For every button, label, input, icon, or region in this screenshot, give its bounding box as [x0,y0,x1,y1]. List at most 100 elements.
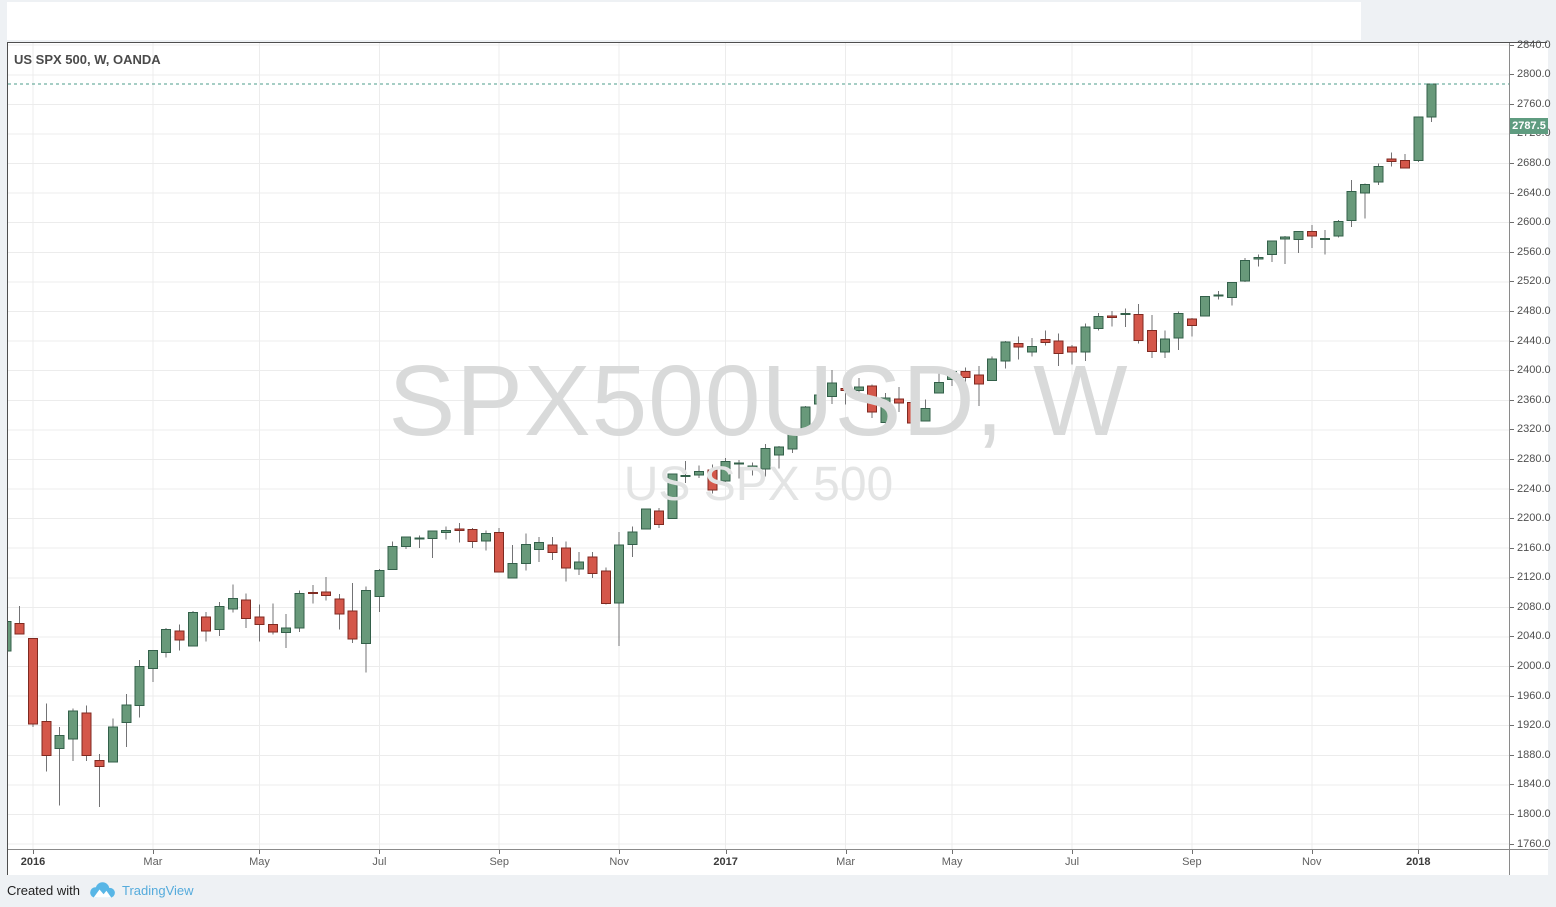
candle-body [374,569,385,597]
candle-body [187,612,198,647]
price-tick-label: 2280.0 [1517,452,1551,465]
price-tick-mark [1510,310,1514,312]
price-tick-label: 1800.0 [1517,807,1551,820]
price-tick-mark [1510,547,1514,549]
price-tick-label: 2320.0 [1517,423,1551,436]
price-tick-mark [1510,813,1514,815]
time-tick-label: Jul [372,856,387,868]
tradingview-logo-icon [89,882,115,898]
candle-body [147,649,158,670]
price-tick-label: 2640.0 [1517,186,1551,199]
price-axis[interactable]: 1760.0 1800.0 1840.0 1880.0 1920.0 1960.0 2000… [1509,39,1551,850]
price-tick-label: 2000.0 [1517,660,1551,673]
time-tick-label: 2017 [713,856,738,868]
price-tick-label: 2160.0 [1517,541,1551,554]
candle-body [1226,282,1237,298]
time-tick-label: May [941,856,963,868]
time-tick-label: Sep [489,856,510,868]
candle-body [734,462,744,465]
candle-body [440,529,451,534]
candle-body [294,592,305,629]
candle-body [1053,340,1064,355]
tradingview-link[interactable]: TradingView [89,882,194,898]
candle-body [560,547,571,569]
candle-body [1000,341,1011,362]
candle-body [1093,316,1104,330]
price-tick-mark [1510,754,1514,756]
candle-body [1240,259,1251,282]
price-tick-mark [1510,606,1514,608]
candle-body [640,508,651,530]
price-tick-mark [1510,636,1514,638]
candle-body [813,394,824,405]
price-tick-label: 1840.0 [1517,778,1551,791]
candle-body [520,543,531,565]
candle-body [920,407,931,422]
candle-body [1146,330,1157,352]
candle-body [121,704,132,724]
symbol-legend[interactable]: US SPX 500, W, OANDA [14,52,161,67]
time-tick-mark [1191,850,1193,854]
candle-body [1373,166,1384,183]
candle-body [1027,345,1038,353]
candle-body [960,370,971,378]
price-tick-mark [1510,784,1514,786]
candle-body [467,529,478,543]
candle-body [694,470,705,476]
candle-body [401,536,411,548]
price-tick-label: 2240.0 [1517,482,1551,495]
candle-body [454,528,465,531]
candle-body [1186,318,1197,327]
candle-body [507,563,518,579]
candle-body [1360,183,1371,194]
time-tick-label: Sep [1182,856,1202,868]
candle-body [1067,346,1077,353]
candle-body [1013,342,1024,348]
time-tick-mark [1072,850,1073,854]
tradingview-brand: TradingView [121,882,194,898]
candle-body [720,461,731,482]
price-tick-mark [1510,666,1514,668]
price-tick-mark [1510,695,1514,697]
price-tick-mark [1510,163,1514,165]
candle-body [107,726,118,763]
time-tick-label: 2016 [20,856,46,868]
time-tick-label: Mar [836,856,856,868]
price-tick-label: 2760.0 [1517,97,1551,110]
price-tick-mark [1510,458,1514,460]
price-tick-label: 2800.0 [1517,68,1551,81]
candle-body [14,623,25,635]
candle-body [867,385,878,413]
candle-body [1306,231,1317,237]
price-tick-mark [1510,222,1514,224]
time-tick-label: Jul [1064,856,1080,868]
candle-body [680,475,691,478]
candle-body [227,597,238,610]
chart-canvas[interactable] [8,43,1509,849]
candle-body [893,398,904,404]
candle-body [1213,294,1224,297]
candle-body [54,734,65,750]
candle-body [68,710,78,740]
candle-body [281,627,292,634]
time-tick-label: Nov [609,856,629,868]
candle-body [267,623,278,633]
price-tick-label: 2600.0 [1517,216,1551,229]
candle-body [787,432,798,450]
candle-body [1040,339,1051,344]
price-tick-label: 2200.0 [1517,512,1551,525]
time-axis[interactable]: 2016 Mar May Jul Sep Nov 2017 Mar May Jul Sep Nov 20… [8,849,1509,875]
candle-body [81,712,92,756]
time-tick-mark [499,850,501,854]
candle-body [414,537,425,540]
chart-widget: SPX500USD, W US SPX 500 US SPX 500, W, O… [7,39,1551,875]
candle-body [614,544,625,604]
candle-body [8,620,12,652]
candle-body [840,387,851,392]
price-tick-mark [1510,725,1514,727]
candle-body [1293,231,1304,241]
last-price-label: 2787.5 [1510,118,1548,135]
price-tick-mark [1510,843,1514,845]
candle-body [41,720,52,756]
